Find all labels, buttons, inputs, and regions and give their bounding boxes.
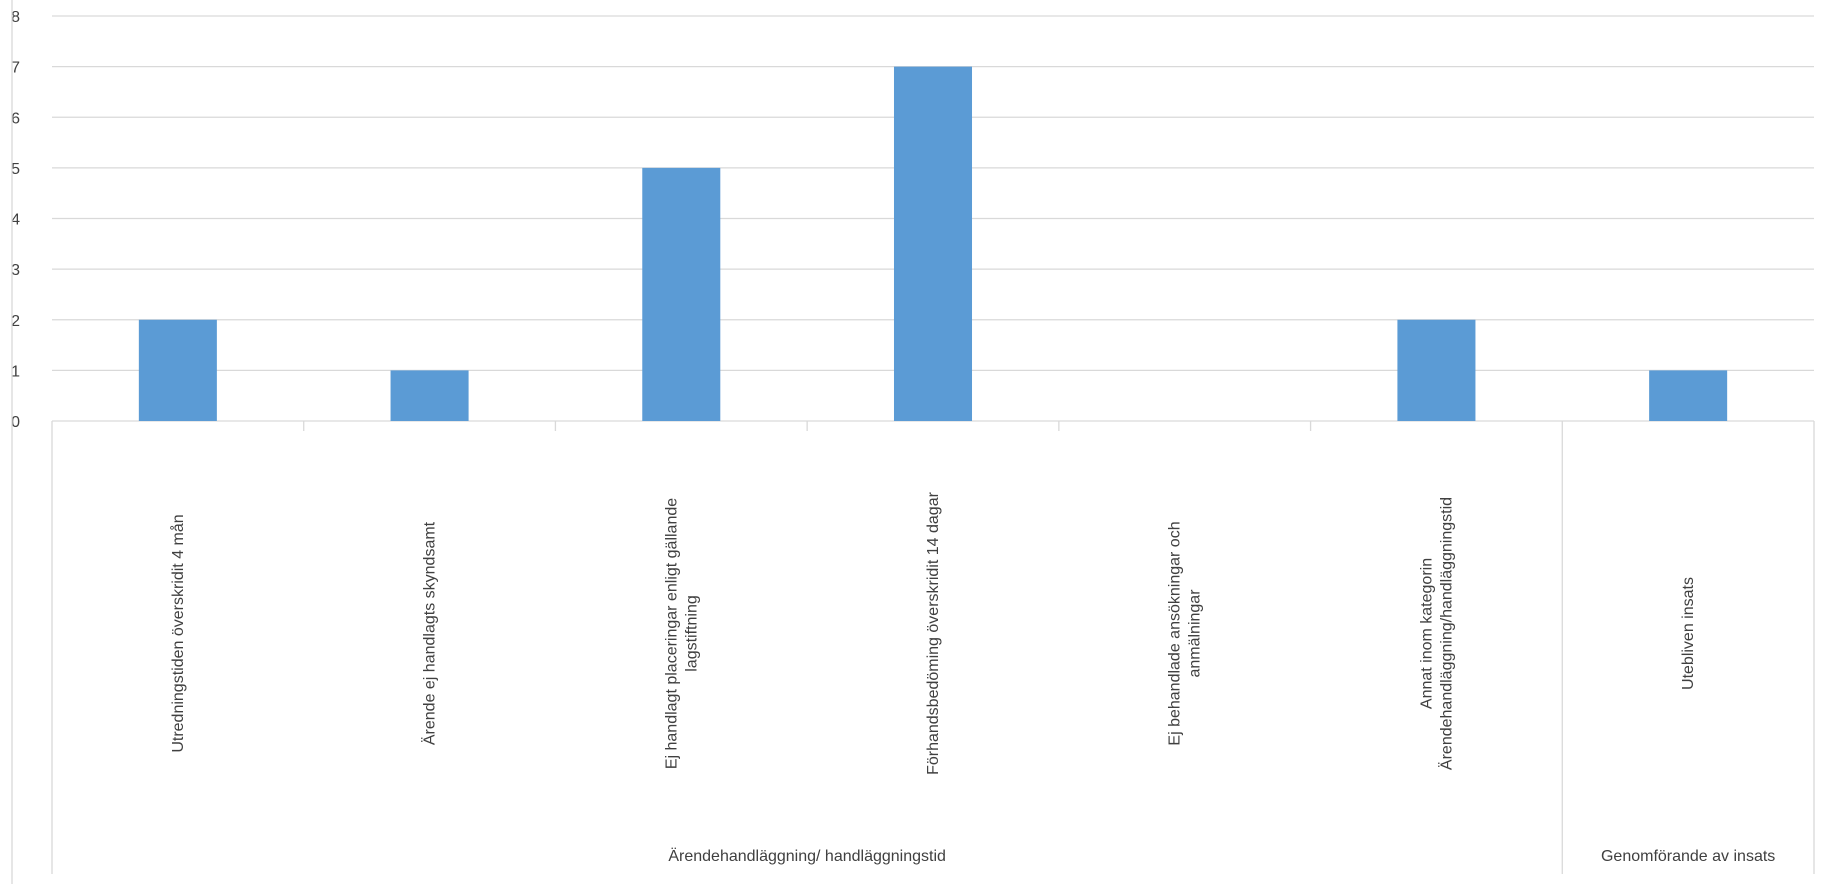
category-label: Ej handlagt placeringar enligt gällande l… — [663, 498, 700, 769]
y-axis-tick-labels: 0 1 2 3 4 5 6 7 8 — [11, 9, 20, 431]
category-labels: Utredningstiden överskridit 4 mån Ärende … — [169, 491, 1697, 775]
category-axis-frame — [11, 0, 1815, 884]
bar — [1649, 370, 1728, 421]
category-label: Ärende ej handlagts skyndsamt — [421, 521, 439, 745]
bar — [1397, 319, 1476, 421]
y-tick-label: 1 — [11, 363, 20, 380]
bar — [893, 66, 973, 421]
group-labels: Ärendehandläggning/ handläggningstid Geno… — [668, 847, 1775, 865]
category-label: Ej behandlade ansökningar och anmälningar — [1167, 521, 1204, 745]
y-tick-label: 2 — [11, 313, 20, 330]
bars — [138, 66, 1728, 421]
bar — [642, 167, 721, 421]
category-label: Utredningstiden överskridit 4 mån — [169, 514, 187, 752]
bar — [138, 319, 217, 421]
y-tick-label: 5 — [11, 161, 20, 178]
category-label: Förhandsbedöming överskridit 14 dagar — [925, 491, 942, 775]
bar — [390, 370, 469, 421]
group-label: Ärendehandläggning/ handläggningstid — [668, 847, 946, 865]
y-tick-label: 4 — [11, 212, 20, 229]
y-tick-label: 3 — [11, 262, 20, 279]
group-label: Genomförande av insats — [1601, 848, 1775, 865]
y-tick-label: 8 — [11, 9, 20, 26]
y-tick-label: 0 — [11, 414, 20, 431]
category-label: Annat inom kategorin Ärendehandläggning/h… — [1418, 497, 1455, 770]
y-tick-label: 6 — [11, 110, 20, 127]
y-tick-label: 7 — [11, 60, 20, 77]
category-label: Utebliven insats — [1680, 577, 1697, 690]
